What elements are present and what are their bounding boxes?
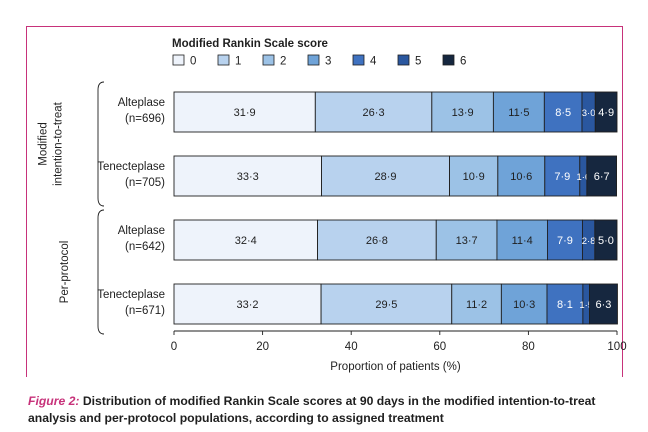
data-label: 26·3 — [363, 107, 385, 119]
data-label: 10·3 — [513, 299, 535, 311]
legend-label-4: 4 — [370, 56, 377, 68]
row-label: (n=671) — [125, 305, 165, 317]
figure-caption: Figure 2: Distribution of modified Ranki… — [28, 393, 628, 427]
row-label: Alteplase — [118, 97, 165, 109]
data-label: 10·9 — [463, 171, 485, 183]
x-axis-label: Proportion of patients (%) — [330, 361, 461, 373]
data-label: 2·8 — [582, 236, 596, 247]
bar-segment — [586, 155, 618, 197]
legend-swatch-1 — [217, 54, 230, 66]
caption-lead: Figure 2: — [28, 394, 80, 408]
data-label: 1·6 — [576, 172, 590, 183]
legend-label-3: 3 — [325, 56, 331, 68]
x-tick-label: 40 — [345, 341, 358, 353]
data-label: 6·3 — [596, 299, 612, 311]
x-tick-label: 60 — [433, 341, 446, 353]
legend-label-2: 2 — [280, 56, 286, 68]
bar-segment — [451, 283, 502, 325]
data-label: 28·9 — [375, 171, 397, 183]
data-label: 31·9 — [234, 107, 256, 119]
data-label: 26·8 — [366, 235, 388, 247]
bar-segment — [594, 219, 618, 261]
bar-segment — [589, 283, 618, 325]
data-label: 29·5 — [375, 299, 397, 311]
data-label: 4·9 — [598, 107, 614, 119]
data-label: 11·4 — [512, 235, 533, 247]
row-label: (n=705) — [125, 177, 165, 189]
caption-text: Distribution of modified Rankin Scale sc… — [28, 394, 596, 425]
row-label: Tenecteplase — [97, 161, 165, 173]
bar-segment — [546, 283, 584, 325]
data-label: 33·3 — [237, 171, 259, 183]
data-label: 33·2 — [237, 299, 259, 311]
data-label: 13·7 — [456, 235, 478, 247]
data-label: 13·9 — [452, 107, 474, 119]
bar-segment — [317, 219, 437, 261]
data-label: 11·2 — [466, 299, 487, 311]
data-label: 3·0 — [582, 108, 596, 119]
data-label: 11·5 — [508, 107, 529, 119]
legend-label-5: 5 — [415, 56, 421, 68]
group-label: Modified — [38, 122, 50, 165]
legend-label-1: 1 — [235, 56, 241, 68]
bar-segment — [496, 219, 548, 261]
bar-segment — [431, 91, 494, 133]
row-label: Alteplase — [118, 225, 165, 237]
bar-segment — [173, 283, 322, 325]
bar-segment — [594, 91, 618, 133]
bar-segment — [314, 91, 433, 133]
bar-segment — [546, 219, 583, 261]
x-tick-label: 100 — [607, 341, 626, 353]
legend-swatch-5 — [397, 54, 410, 66]
bar-segment — [497, 155, 546, 197]
data-label: 10·6 — [510, 171, 532, 183]
legend-swatch-6 — [442, 54, 455, 66]
data-label: 7·9 — [554, 171, 570, 183]
x-tick-label: 0 — [171, 341, 177, 353]
legend-swatch-3 — [307, 54, 320, 66]
legend-swatch-0 — [172, 54, 185, 66]
data-label: 5·0 — [598, 235, 614, 247]
x-tick-label: 80 — [522, 341, 535, 353]
row-label: (n=696) — [125, 113, 165, 125]
x-tick-label: 20 — [256, 341, 269, 353]
legend-label-0: 0 — [190, 56, 196, 68]
bar-segment — [173, 155, 322, 197]
figure-frame — [26, 26, 623, 377]
data-label: 8·5 — [555, 107, 571, 119]
bar-segment — [500, 283, 548, 325]
group-label: intention-to-treat — [53, 101, 65, 186]
legend-swatch-2 — [262, 54, 275, 66]
data-label: 8·1 — [557, 299, 573, 311]
group-bracket — [97, 209, 105, 335]
legend-label-6: 6 — [460, 56, 466, 68]
group-bracket — [97, 81, 105, 207]
data-label: 1·5 — [579, 300, 593, 311]
bar-segment — [320, 283, 453, 325]
legend-title: Modified Rankin Scale score — [172, 38, 328, 50]
group-label: Per-protocol — [59, 241, 71, 304]
data-label: 6·7 — [594, 171, 610, 183]
legend-swatch-4 — [352, 54, 365, 66]
row-label: (n=642) — [125, 241, 165, 253]
data-label: 7·9 — [557, 235, 573, 247]
data-label: 32·4 — [235, 235, 257, 247]
row-label: Tenecteplase — [97, 289, 165, 301]
